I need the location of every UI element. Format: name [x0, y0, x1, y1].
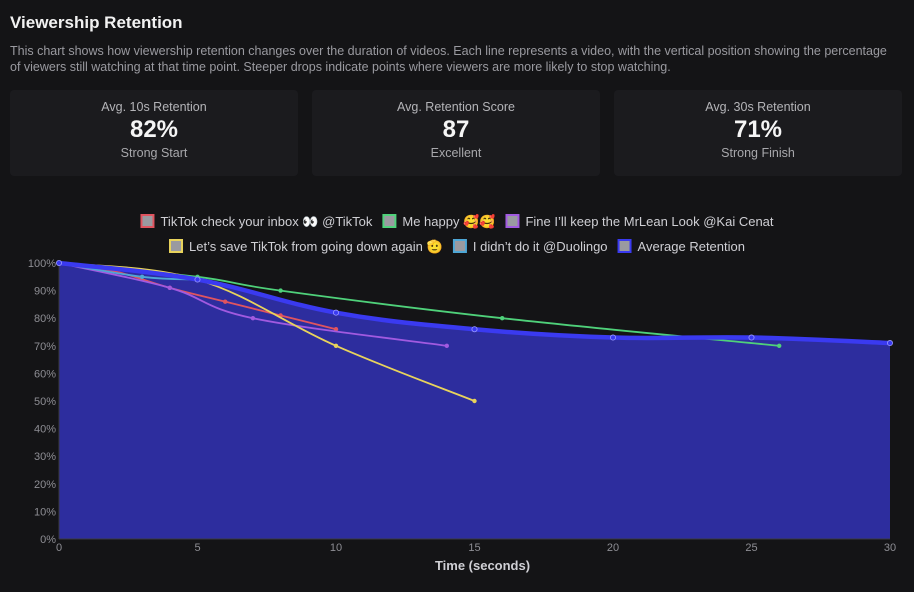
stat-label: Avg. 10s Retention	[101, 100, 207, 114]
stat-sub: Excellent	[430, 146, 482, 160]
x-tick-label: 25	[745, 542, 757, 554]
legend-swatch	[140, 214, 155, 228]
y-tick-label: 40%	[34, 424, 56, 436]
retention-line-chart: 0% 10% 20% 30% 40% 50% 60% 70% 80% 90% 100% 0 5 10 15 2…	[28, 213, 896, 573]
y-tick-label: 50%	[34, 396, 56, 408]
data-point-series-5	[56, 260, 63, 267]
data-point-series-4	[139, 274, 145, 279]
legend-swatch	[382, 214, 397, 228]
data-point-series-0	[223, 299, 228, 304]
data-point-series-1	[777, 343, 782, 348]
stat-card-retention-score: Avg. Retention Score 87 Excellent	[312, 90, 600, 176]
data-point-series-2	[250, 316, 256, 321]
data-point-series-1	[500, 316, 505, 321]
data-point-series-5	[332, 309, 339, 316]
y-tick-label: 90%	[34, 286, 56, 298]
legend-item-1: Me happy 🥰🥰	[382, 213, 495, 229]
legend-item-0: TikTok check your inbox 👀 @TikTok	[140, 214, 373, 229]
x-tick-label: 0	[56, 542, 62, 554]
y-tick-label: 10%	[34, 506, 56, 518]
data-point-series-5	[610, 334, 617, 341]
y-tick-label: 70%	[34, 341, 56, 353]
stat-card-10s-retention: Avg. 10s Retention 82% Strong Start	[10, 90, 298, 176]
data-point-series-2	[167, 285, 172, 291]
data-point-series-3	[472, 398, 477, 404]
y-tick-label: 100%	[28, 258, 56, 270]
legend-swatch	[617, 239, 632, 253]
stat-value: 71%	[733, 116, 783, 143]
legend-swatch	[169, 239, 184, 253]
y-tick-label: 20%	[34, 479, 56, 491]
data-point-series-1	[278, 288, 283, 293]
x-tick-label: 15	[468, 542, 480, 554]
stat-sub: Strong Finish	[721, 146, 795, 160]
data-point-series-5	[748, 334, 755, 341]
data-point-series-2	[444, 343, 449, 348]
y-tick-label: 0%	[40, 534, 56, 546]
legend-swatch	[505, 214, 520, 228]
legend-swatch	[452, 239, 467, 253]
y-tick-label: 30%	[34, 451, 56, 463]
data-point-series-5	[471, 326, 478, 333]
legend-label: Let’s save TikTok from going down again …	[189, 239, 443, 254]
stat-value: 87	[442, 116, 470, 143]
y-tick-label: 60%	[34, 368, 56, 380]
chart-title: Viewership Retention	[10, 13, 183, 32]
stat-label: Avg. Retention Score	[397, 100, 515, 114]
data-point-series-5	[194, 276, 201, 283]
stat-value: 82%	[129, 116, 179, 143]
legend-item-4: I didn’t do it @Duolingo	[452, 239, 608, 254]
legend-item-2: Fine I’ll keep the MrLean Look @Kai Cena…	[505, 214, 774, 229]
series-line-3	[58, 262, 476, 402]
chart-description: This chart shows how viewership retentio…	[10, 44, 887, 74]
x-tick-label: 5	[194, 542, 200, 554]
stat-sub: Strong Start	[120, 146, 188, 160]
data-point-series-5	[887, 340, 894, 347]
legend-item-5: Average Retention	[617, 239, 745, 254]
x-tick-label: 20	[607, 542, 619, 554]
x-tick-label: 30	[884, 542, 896, 554]
x-tick-label: 10	[330, 542, 342, 554]
legend-label: Average Retention	[638, 239, 745, 254]
legend-label: I didn’t do it @Duolingo	[473, 239, 608, 254]
legend-label: Me happy 🥰🥰	[402, 213, 495, 229]
x-axis-label: Time (seconds)	[435, 558, 530, 573]
stat-label: Avg. 30s Retention	[705, 100, 811, 114]
legend-item-3: Let’s save TikTok from going down again …	[169, 239, 443, 254]
data-point-series-3	[333, 343, 339, 348]
legend-label: Fine I’ll keep the MrLean Look @Kai Cena…	[525, 214, 773, 229]
legend-label: TikTok check your inbox 👀 @TikTok	[160, 214, 372, 229]
stat-card-30s-retention: Avg. 30s Retention 71% Strong Finish	[614, 90, 902, 176]
series-line-2	[58, 262, 448, 347]
y-tick-label: 80%	[34, 313, 56, 325]
